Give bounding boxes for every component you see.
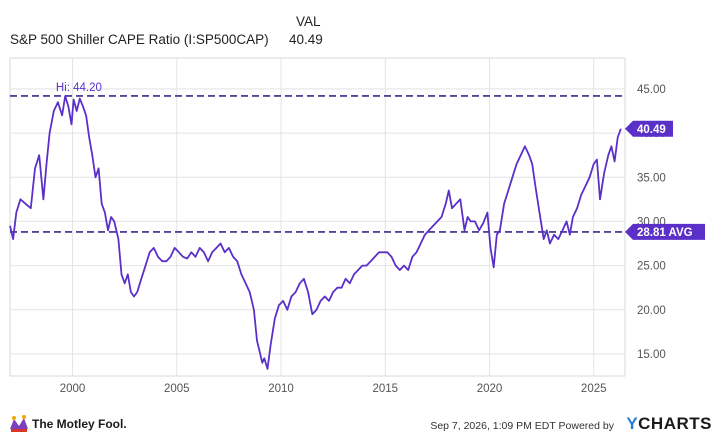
series-line bbox=[9, 95, 622, 370]
x-tick-label: 2010 bbox=[268, 383, 294, 395]
jester-cap-icon bbox=[10, 415, 28, 432]
y-tick-label: 25.00 bbox=[637, 261, 666, 273]
y-tick-label: 35.00 bbox=[637, 172, 666, 184]
ycharts-logo-y: Y bbox=[626, 414, 639, 433]
x-tick-label: 2025 bbox=[581, 383, 607, 395]
footer-stamp: Sep 7, 2026, 1:09 PM EDT Powered by bbox=[430, 420, 614, 432]
ycharts-logo: YCHARTS bbox=[626, 414, 712, 434]
y-tick-label: 45.00 bbox=[637, 84, 666, 96]
average-value-tag-box bbox=[625, 223, 705, 240]
legend-series-name: S&P 500 Shiller CAPE Ratio (I:SP500CAP) bbox=[10, 32, 269, 47]
ycharts-logo-text: CHARTS bbox=[638, 414, 712, 433]
legend-series-value: 40.49 bbox=[289, 32, 323, 47]
high-reference-label: Hi: 44.20 bbox=[56, 82, 102, 94]
timestamp: Sep 7, 2026, 1:09 PM EDT bbox=[430, 420, 556, 432]
x-tick-label: 2020 bbox=[477, 383, 503, 395]
last-value-tag-box bbox=[625, 120, 673, 137]
motley-fool-logo: The Motley Fool. bbox=[8, 412, 127, 436]
plot-area bbox=[9, 57, 626, 377]
x-tick-label: 2000 bbox=[60, 383, 86, 395]
legend-column-header: VAL bbox=[296, 14, 321, 29]
powered-by-label: Powered by bbox=[558, 420, 614, 432]
average-value-tag: 28.81 AVG bbox=[637, 227, 693, 239]
logo-text: The Motley Fool. bbox=[32, 417, 127, 431]
y-tick-label: 20.00 bbox=[637, 305, 666, 317]
x-tick-label: 2015 bbox=[372, 383, 398, 395]
y-tick-label: 15.00 bbox=[637, 349, 666, 361]
x-tick-label: 2005 bbox=[164, 383, 190, 395]
last-value-tag: 40.49 bbox=[637, 124, 666, 136]
